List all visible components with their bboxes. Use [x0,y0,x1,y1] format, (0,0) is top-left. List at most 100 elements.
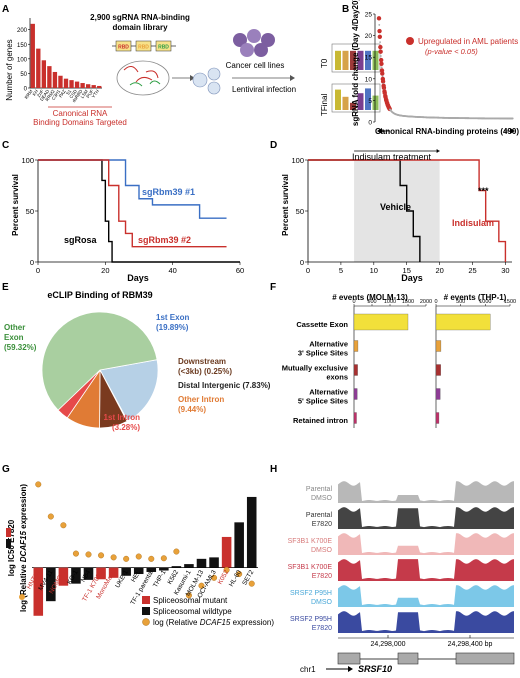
g-bar [33,567,44,616]
a-y-tick-label: 50 [20,72,27,78]
panel-a: A 050100150200RRMKHZnFDEADRRM2C3H1PAZS1C… [2,4,381,127]
legend-mutant: Spliceosomal mutant [153,596,228,605]
d-plot-x-tick-label: 5 [339,266,343,275]
a-bar [30,23,35,88]
g-bar [221,536,232,568]
tfinal-bars [331,83,381,113]
panel-a-letter: A [2,4,9,15]
panel-g-legend: Spliceosomal mutant Spliceosomal wildtyp… [142,596,274,627]
a-bar [97,85,102,88]
a-bar [41,60,47,88]
a-bar [47,66,52,88]
b-point [380,66,383,69]
h-track-label-1: SF3B1 K700E [288,538,333,545]
panel-b-scatter: 0 5 10 15 20 25 [365,12,514,127]
rbd-box [155,40,172,52]
abundance-bar [357,50,364,70]
panel-e-title: eCLIP Binding of RBM39 [47,290,152,300]
abundance-bar [357,93,364,110]
f-bar [435,388,441,400]
a-category-label: CSD [68,88,78,99]
g-bar [96,567,106,580]
a-category-label: S1 [65,88,73,96]
a-bar [74,81,80,88]
arrow-head-icon [190,75,195,81]
g-bar [133,567,144,575]
b-y-tick-label: 5 [368,98,372,105]
legend-mutant-swatch [142,596,150,604]
f-bar [353,412,357,424]
d-plot-x-tick-label: 25 [468,266,476,275]
infection-arrow-head-icon [290,75,295,81]
panel-g-letter: G [2,464,10,475]
panel-e-letter: E [2,282,9,293]
panel-b-xlabel-bg [390,125,504,137]
a-category-label: C3H1 [51,88,62,101]
d-plot-x-tick-label: 0 [306,266,310,275]
rbd-domain-boxes: RBD RBD RBD [112,40,176,52]
a-category-label: DEAD [39,88,51,102]
label-treatment: Indisulam treatment [352,152,432,162]
g-dcaf15-dot [211,574,218,581]
f-category-label: Mutually exclusive [282,364,348,373]
a-category-label: ZnF [36,89,45,99]
panel-c: C Percent survival 0 50 100 0 20 40 60 Days sg… [2,140,244,283]
b-y-tick-label: 25 [365,12,373,19]
a-bar [36,48,41,88]
h-coverage-track [338,533,514,555]
f-x-tick-label: 500 [367,299,376,305]
rbd-box-label: RBD [158,45,169,51]
f-bar [435,340,442,352]
g-bar [146,567,157,572]
f-x-tick-label: 0 [434,299,437,305]
h-gene-exon [337,652,361,665]
g-dcaf15-dot [72,550,79,557]
panel-c-survival-chart: 0 50 100 0 20 40 60 [21,156,244,275]
h-track-label-2: E7820 [312,573,332,580]
a-y-tick-label: 200 [17,28,28,34]
coord-left: 24,298,000 [370,641,405,648]
c-plot-series-line [38,159,227,219]
f-x-tick-label: 1500 [402,299,414,305]
rbd-box-label: RBD [138,45,149,51]
h-gene-exon [455,652,515,665]
abundance-bar [372,50,379,70]
f-x-tick-label: 0 [352,299,355,305]
g-bar [159,567,169,571]
label-sgrosa: sgRosa [64,235,98,245]
panel-a-xcaption-2: Binding Domains Targeted [33,118,127,127]
panel-b-legend-1: Upregulated in AML patients [418,37,518,46]
b-point-highlight [376,16,382,21]
c-plot-series-line [38,159,240,263]
b-point-highlight [380,79,386,84]
g-bar [246,496,257,568]
panel-g-ylabel-dot [19,594,25,600]
g-bar [108,567,119,578]
f-category-label: 5' Splice Sites [298,397,348,406]
slice-label-first-exon-2: (19.89%) [156,323,189,332]
g-cell-line-label: HL-60 [228,569,243,588]
a-category-label: KH [31,89,39,97]
d-plot-x-tick-label: 15 [403,266,411,275]
panel-c-xlabel: Days [127,273,149,283]
panel-b-legend-2: (p-value < 0.05) [425,47,478,56]
h-coverage-track [338,611,514,633]
f-bar [353,313,409,331]
a-y-tick-label: 100 [17,57,28,63]
d-plot-x-tick-label: 20 [435,266,443,275]
f-category-label: Alternative [309,388,348,397]
c-plot-y-tick-label: 0 [30,258,34,267]
panel-f: F # events (MOLM-13) # events (THP-1) Ca… [270,282,516,428]
panel-d-ylabel: Percent survival [281,174,290,236]
f-bar [435,412,440,424]
f-bar [353,388,358,400]
h-coverage-track [338,585,514,607]
tfinal-label: TFinal [320,94,329,116]
abundance-bar [335,89,341,110]
bars-frame [331,43,381,73]
abundance-bar [372,95,379,110]
panel-d: D Percent survival 0 50 100 0 5 10 15 20 25 30 Da… [270,140,512,283]
slice-label-first-intron-2: (3.28%) [112,423,140,432]
cancer-cells-icon [233,29,275,57]
